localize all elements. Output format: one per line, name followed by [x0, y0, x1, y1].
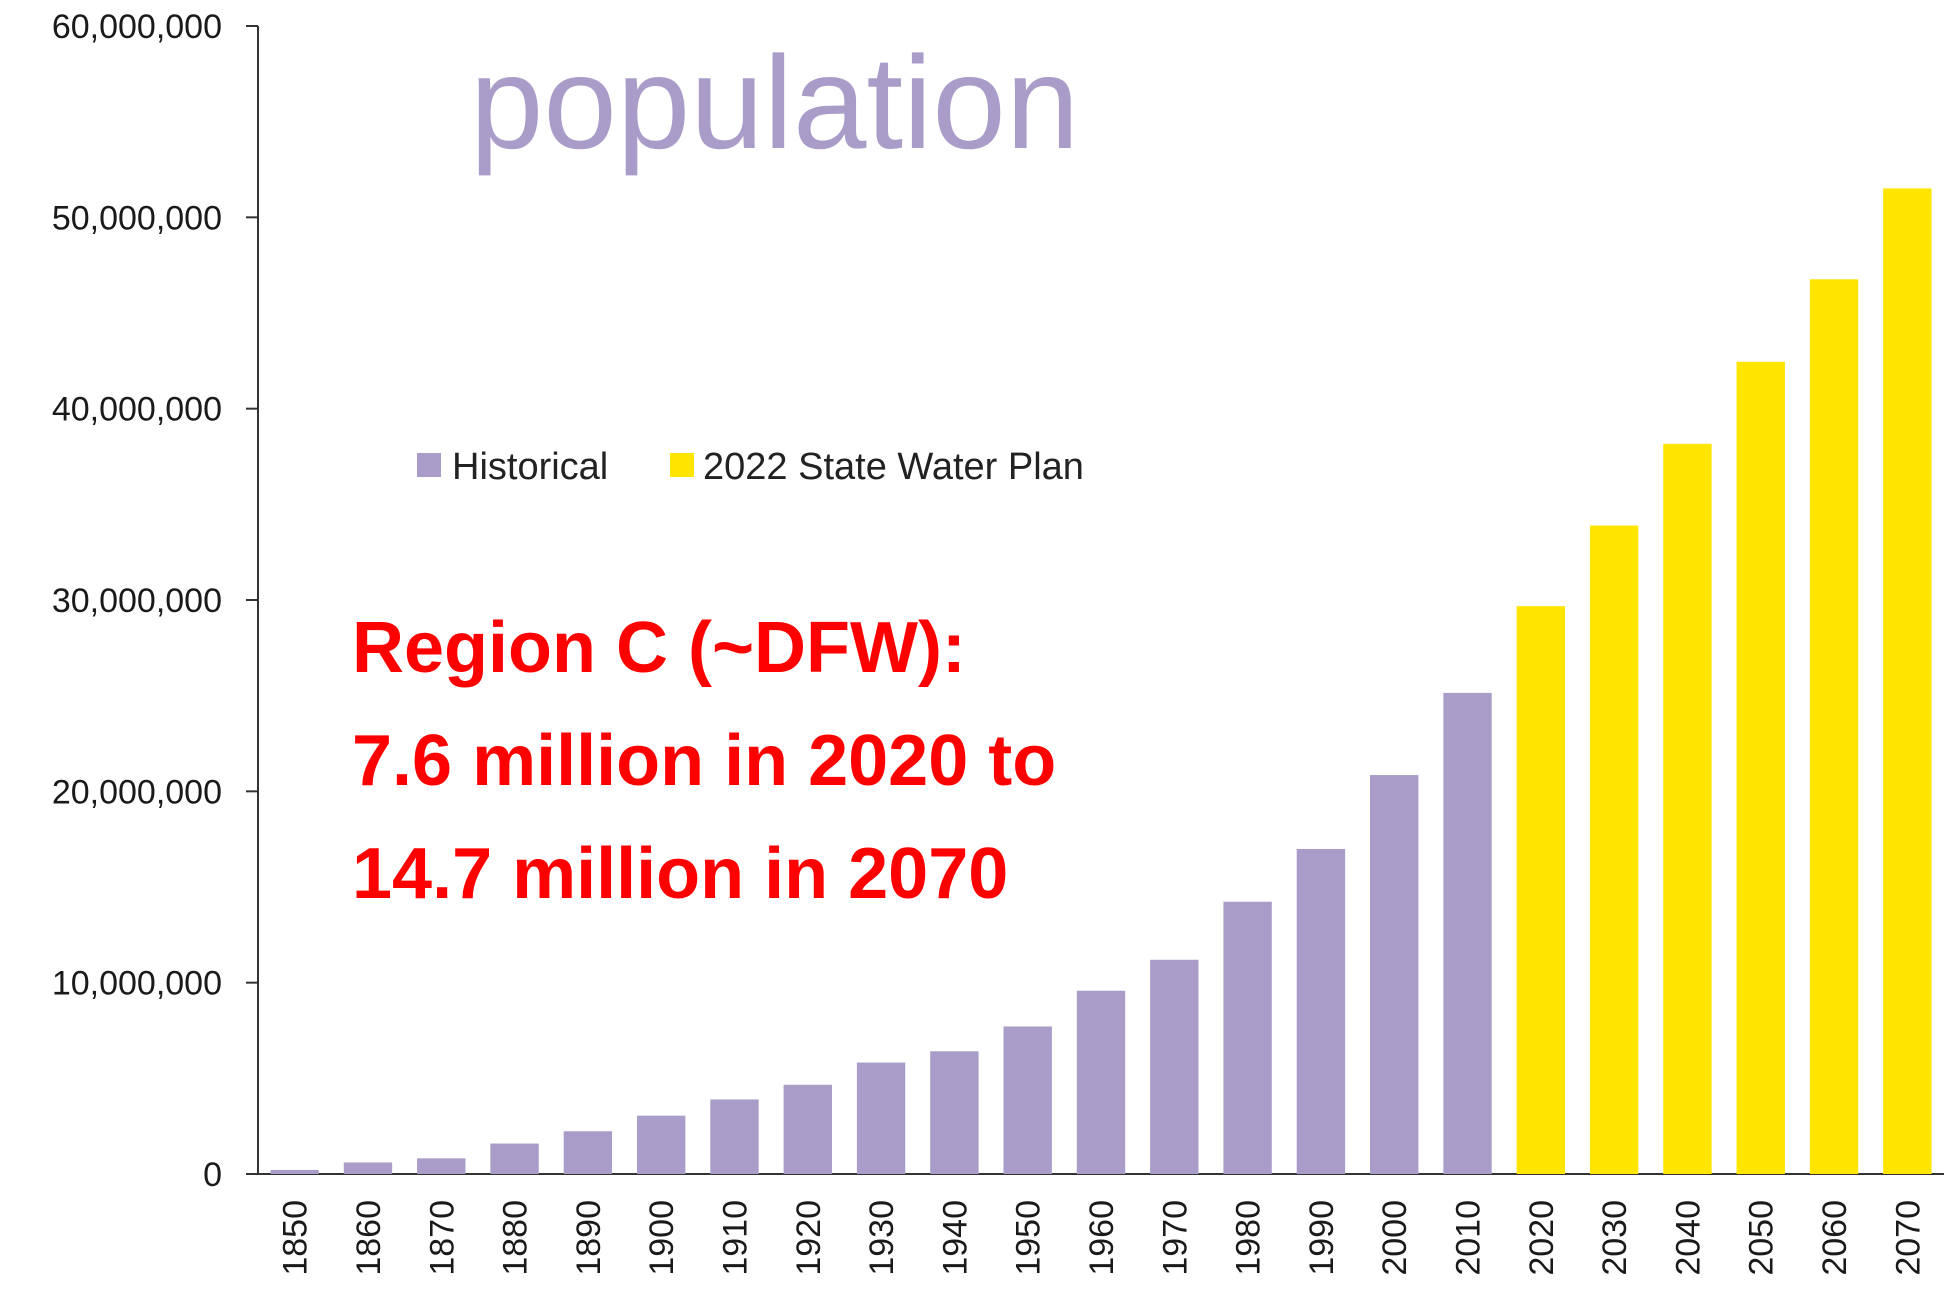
y-tick-label: 40,000,000	[52, 391, 222, 429]
x-tick-label: 2000	[1376, 1200, 1414, 1276]
x-tick-label: 1950	[1010, 1200, 1048, 1276]
bar-state-water-plan	[1809, 279, 1859, 1174]
y-tick-label: 20,000,000	[52, 773, 222, 811]
y-tick-label: 30,000,000	[52, 582, 222, 620]
y-axis-ticks: 0 10,000,000 20,000,000 30,000,000 40,000,00…	[52, 8, 258, 1194]
bars	[270, 188, 1932, 1174]
x-tick-label: 1910	[716, 1200, 754, 1276]
x-tick-label: 2040	[1669, 1200, 1707, 1276]
bar-historical	[563, 1131, 613, 1174]
x-tick-label: 1850	[277, 1200, 315, 1276]
x-tick-label: 1920	[790, 1200, 828, 1276]
x-tick-label: 1870	[423, 1200, 461, 1276]
bar-historical	[1443, 692, 1492, 1174]
bar-historical	[270, 1169, 319, 1174]
x-tick-label: 1940	[936, 1200, 974, 1276]
bar-historical	[417, 1158, 466, 1174]
bar-state-water-plan	[1516, 606, 1566, 1174]
bar-historical	[1076, 990, 1126, 1174]
annotation-line-2: 7.6 million in 2020 to	[352, 721, 1056, 801]
legend-swatch-historical	[417, 453, 441, 477]
legend: Historical 2022 State Water Plan	[417, 446, 1084, 488]
bar-historical	[636, 1115, 686, 1174]
y-tick-label: 50,000,000	[52, 199, 222, 237]
annotation: Region C (~DFW): 7.6 million in 2020 to …	[352, 608, 1056, 914]
x-tick-label: 2050	[1743, 1200, 1781, 1276]
x-tick-label: 1980	[1230, 1200, 1268, 1276]
bar-state-water-plan	[1736, 361, 1785, 1174]
x-tick-label: 1930	[863, 1200, 901, 1276]
annotation-line-1: Region C (~DFW):	[352, 608, 966, 688]
bar-historical	[1370, 775, 1419, 1174]
bar-historical	[1150, 959, 1199, 1174]
x-tick-label: 1880	[497, 1200, 535, 1276]
x-tick-label: 1990	[1303, 1200, 1341, 1276]
annotation-line-3: 14.7 million in 2070	[352, 834, 1008, 914]
x-tick-label: 2020	[1523, 1200, 1561, 1276]
x-tick-label: 1890	[570, 1200, 608, 1276]
bar-historical	[710, 1099, 759, 1174]
x-tick-label: 1960	[1083, 1200, 1121, 1276]
bar-historical	[1223, 901, 1272, 1174]
y-tick-label: 0	[203, 1156, 222, 1194]
bar-historical	[490, 1143, 539, 1174]
x-tick-label: 2010	[1450, 1200, 1488, 1276]
x-tick-label: 2070	[1889, 1200, 1927, 1276]
x-tick-label: 2030	[1596, 1200, 1634, 1276]
x-tick-label: 1900	[643, 1200, 681, 1276]
bar-state-water-plan	[1883, 188, 1932, 1174]
bar-historical	[856, 1062, 906, 1174]
bar-historical	[1003, 1026, 1052, 1174]
y-tick-label: 10,000,000	[52, 965, 222, 1003]
bar-historical	[783, 1084, 832, 1174]
x-tick-label: 1860	[350, 1200, 388, 1276]
y-tick-label: 60,000,000	[52, 8, 222, 46]
bar-state-water-plan	[1589, 525, 1639, 1174]
legend-label-state-water-plan: 2022 State Water Plan	[703, 446, 1084, 488]
bar-historical	[1296, 848, 1346, 1174]
legend-swatch-state-water-plan	[670, 453, 694, 477]
legend-label-historical: Historical	[452, 446, 608, 488]
bar-historical	[930, 1051, 979, 1174]
x-tick-label: 2060	[1816, 1200, 1854, 1276]
x-axis-ticks: 1850 1860 1870 1880 1890 1900 1910 1920 1930 1940…	[277, 1200, 1928, 1276]
chart-title: population	[470, 29, 1079, 176]
x-tick-label: 1970	[1156, 1200, 1194, 1276]
bar-state-water-plan	[1663, 443, 1712, 1174]
bar-historical	[343, 1162, 393, 1174]
